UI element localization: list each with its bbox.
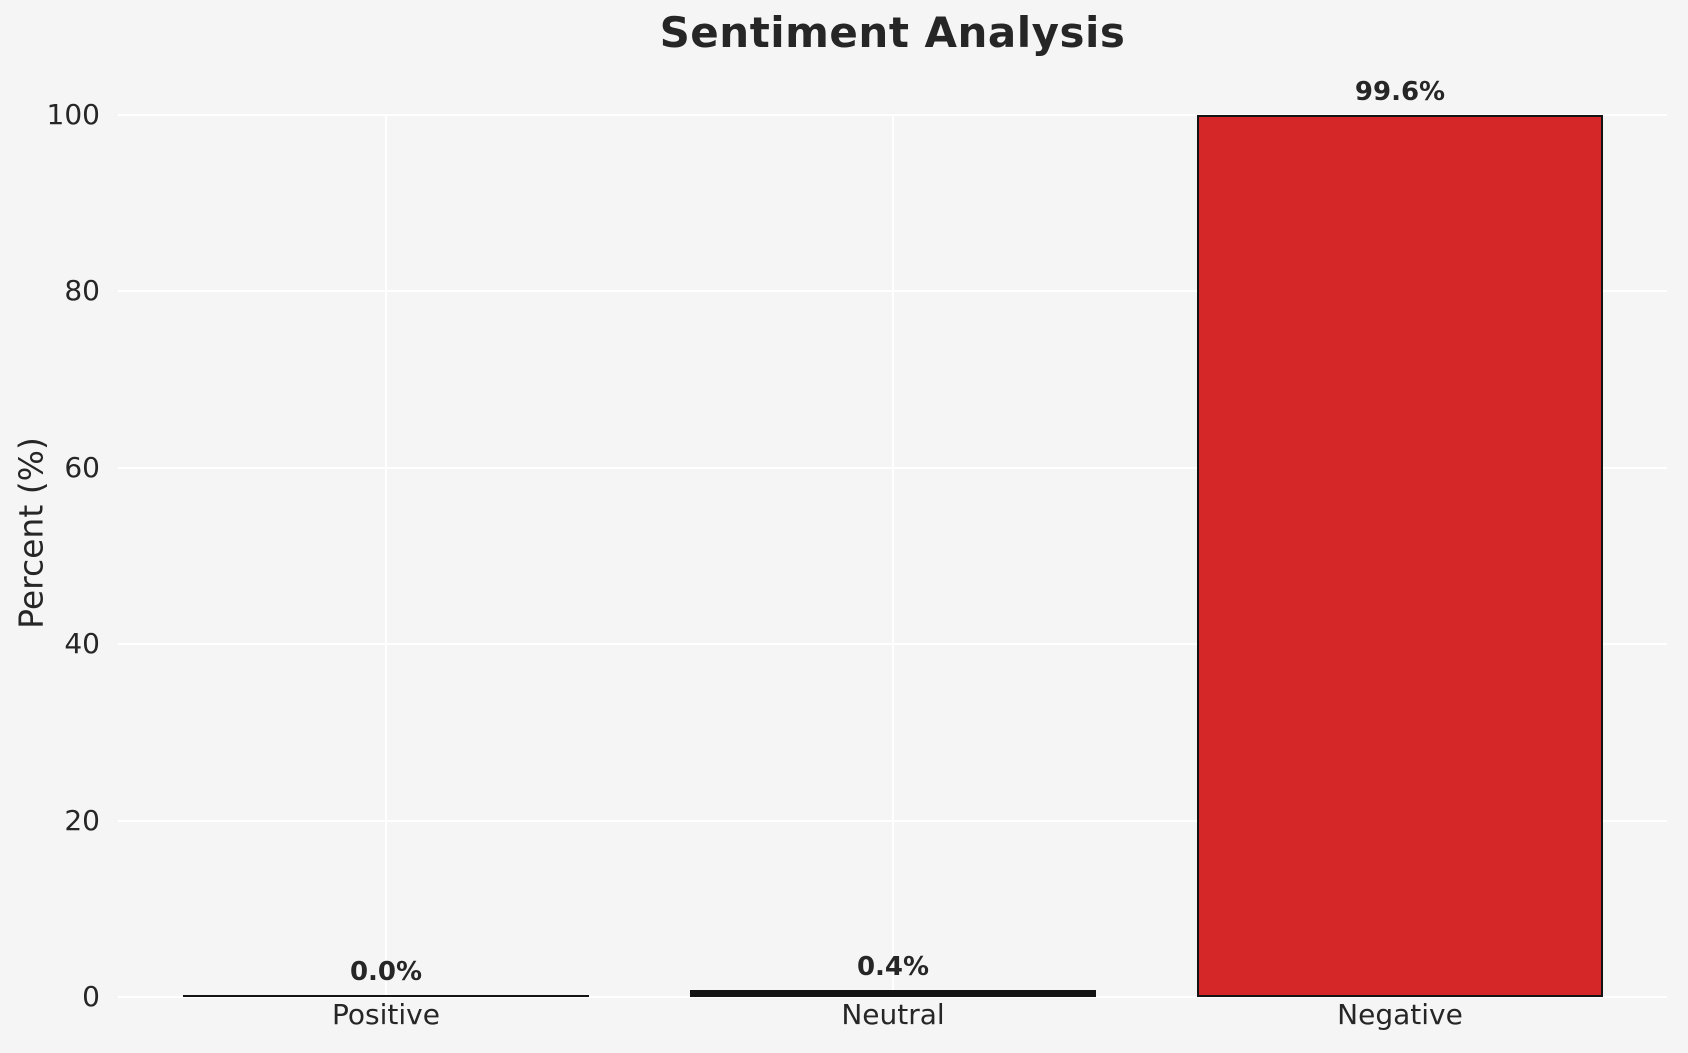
y-tick-label: 100: [46, 98, 100, 131]
chart-title: Sentiment Analysis: [659, 8, 1126, 57]
gridline-horizontal: [118, 996, 1667, 998]
gridline-vertical: [891, 115, 894, 997]
y-tick-label: 20: [64, 803, 100, 837]
bar-positive: [183, 995, 589, 997]
y-tick-label: 0: [82, 980, 100, 1013]
bar-value-label: 0.0%: [349, 957, 423, 987]
x-tick-label: Negative: [1337, 998, 1463, 1031]
y-tick-label: 40: [64, 627, 100, 661]
bar-value-label: 0.4%: [856, 952, 930, 982]
plot-area: 0.0% 0.4% 99.6%: [118, 77, 1667, 998]
y-tick-label: 60: [64, 450, 100, 484]
bar-value-label: 99.6%: [1354, 77, 1446, 107]
x-tick-label: Neutral: [841, 998, 945, 1031]
gridline-vertical: [384, 115, 387, 997]
bar-negative: [1197, 115, 1603, 997]
x-axis-tick-labels: Positive Neutral Negative: [118, 999, 1667, 1033]
y-tick-label: 80: [64, 274, 100, 308]
x-tick-label: Positive: [332, 998, 440, 1031]
bar-neutral: [690, 990, 1096, 997]
